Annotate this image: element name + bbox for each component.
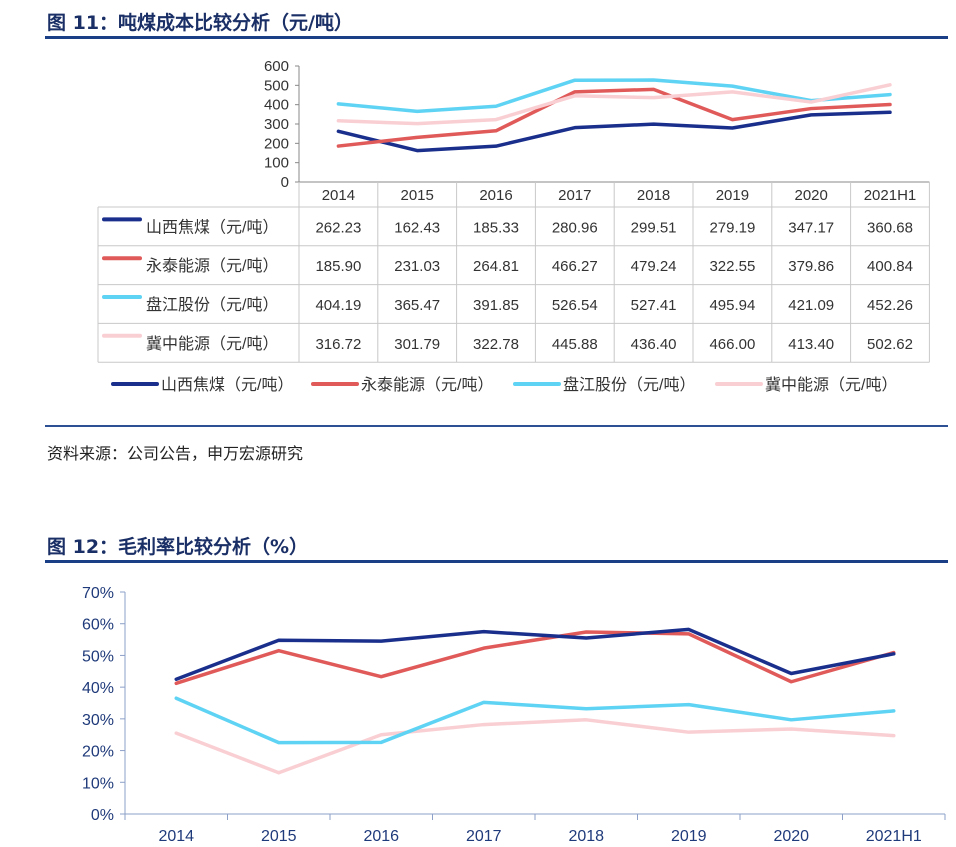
x-tick-label: 2015 [401,187,434,204]
x-tick-label: 2016 [363,828,399,845]
table-value: 280.96 [552,219,598,236]
table-series-name: 冀中能源（元/吨） [146,335,278,353]
table-value: 466.27 [552,258,598,275]
series-line-2 [336,87,892,148]
x-tick-label: 2021H1 [864,187,917,204]
y-tick-label: 0 [281,174,289,191]
y-tick-label: 500 [264,77,289,94]
table-value: 527.41 [631,297,677,314]
y-tick-label: 70% [82,585,114,602]
x-tick-label: 2017 [558,187,591,204]
table-value: 445.88 [552,336,598,353]
table-value: 526.54 [552,297,598,314]
title-rule-1 [45,36,948,39]
table-series-name: 盘江股份（元/吨） [146,295,278,314]
table-value: 279.19 [709,219,755,236]
legend-label: 山西焦煤（元/吨） [161,376,293,394]
legend-label: 永泰能源（元/吨） [361,376,493,394]
x-tick-label: 2015 [261,828,297,845]
source-rule [45,425,948,427]
y-tick-label: 30% [82,712,114,729]
table-value: 365.47 [394,297,440,314]
table-series-name: 山西焦煤（元/吨） [146,218,278,236]
series-line-1 [174,627,896,681]
x-tick-label: 2021H1 [866,828,922,845]
table-series-name: 永泰能源（元/吨） [146,257,278,275]
y-tick-label: 600 [264,58,289,75]
table-value: 404.19 [315,297,361,314]
cost-comparison-chart: 0 100 200 300 400 500 600 2014 2015 2016 2017 2018 2… [97,58,930,394]
y-tick-label: 0% [91,807,114,824]
y-tick-label: 300 [264,116,289,133]
legend-label: 冀中能源（元/吨） [765,376,897,394]
table-value: 322.55 [709,258,755,275]
y-tick-label: 60% [82,617,114,634]
table-value: 502.62 [867,336,913,353]
table-value: 347.17 [788,219,834,236]
x-tick-label: 2017 [466,828,502,845]
series-line-1 [336,110,892,153]
y-tick-label: 100 [264,155,289,172]
legend-label: 盘江股份（元/吨） [563,375,695,394]
figure-12-title: 图 12：毛利率比较分析（%） [47,536,309,558]
table-value: 231.03 [394,258,440,275]
x-tick-label: 2014 [322,187,355,204]
y-tick-label: 400 [264,97,289,114]
table-value: 264.81 [473,258,519,275]
figure-11-title: 图 11：吨煤成本比较分析（元/吨） [47,12,353,34]
y-tick-label: 10% [82,775,114,792]
table-value: 466.00 [709,336,755,353]
source-note: 资料来源：公司公告，申万宏源研究 [47,444,304,463]
table-value: 421.09 [788,297,834,314]
table-value: 391.85 [473,297,519,314]
title-rule-2 [45,560,948,563]
table-value: 436.40 [631,336,677,353]
table-value: 262.23 [315,219,361,236]
table-value: 413.40 [788,336,834,353]
table-value: 379.86 [788,258,834,275]
x-tick-label: 2016 [479,187,512,204]
series-line-4 [174,718,896,775]
y-tick-label: 50% [82,648,114,665]
y-tick-label: 40% [82,680,114,697]
table-value: 495.94 [709,297,755,314]
x-tick-label: 2020 [773,828,809,845]
table-value: 360.68 [867,219,913,236]
y-tick-label: 20% [82,744,114,761]
x-tick-label: 2014 [158,828,194,845]
table-value: 185.90 [315,258,361,275]
table-value: 479.24 [631,258,677,275]
table-value: 162.43 [394,219,440,236]
table-value: 299.51 [631,219,677,236]
margin-comparison-chart: 0% 10% 20% 30% 40% 50% 60% 70% 2014 2015 2016 2017 2… [82,585,946,845]
series-line-3 [174,696,896,745]
x-tick-label: 2019 [671,828,707,845]
x-tick-label: 2018 [568,828,604,845]
table-value: 322.78 [473,336,519,353]
y-tick-label: 200 [264,135,289,152]
table-value: 185.33 [473,219,519,236]
table-value: 452.26 [867,297,913,314]
series-line-2 [174,630,896,686]
series-line-3 [336,78,892,114]
table-value: 400.84 [867,258,913,275]
table-value: 301.79 [394,336,440,353]
x-tick-label: 2020 [795,187,828,204]
x-tick-label: 2019 [716,187,749,204]
table-value: 316.72 [315,336,361,353]
page-edge [0,0,4,847]
x-tick-label: 2018 [637,187,670,204]
series-line-4 [336,83,892,126]
